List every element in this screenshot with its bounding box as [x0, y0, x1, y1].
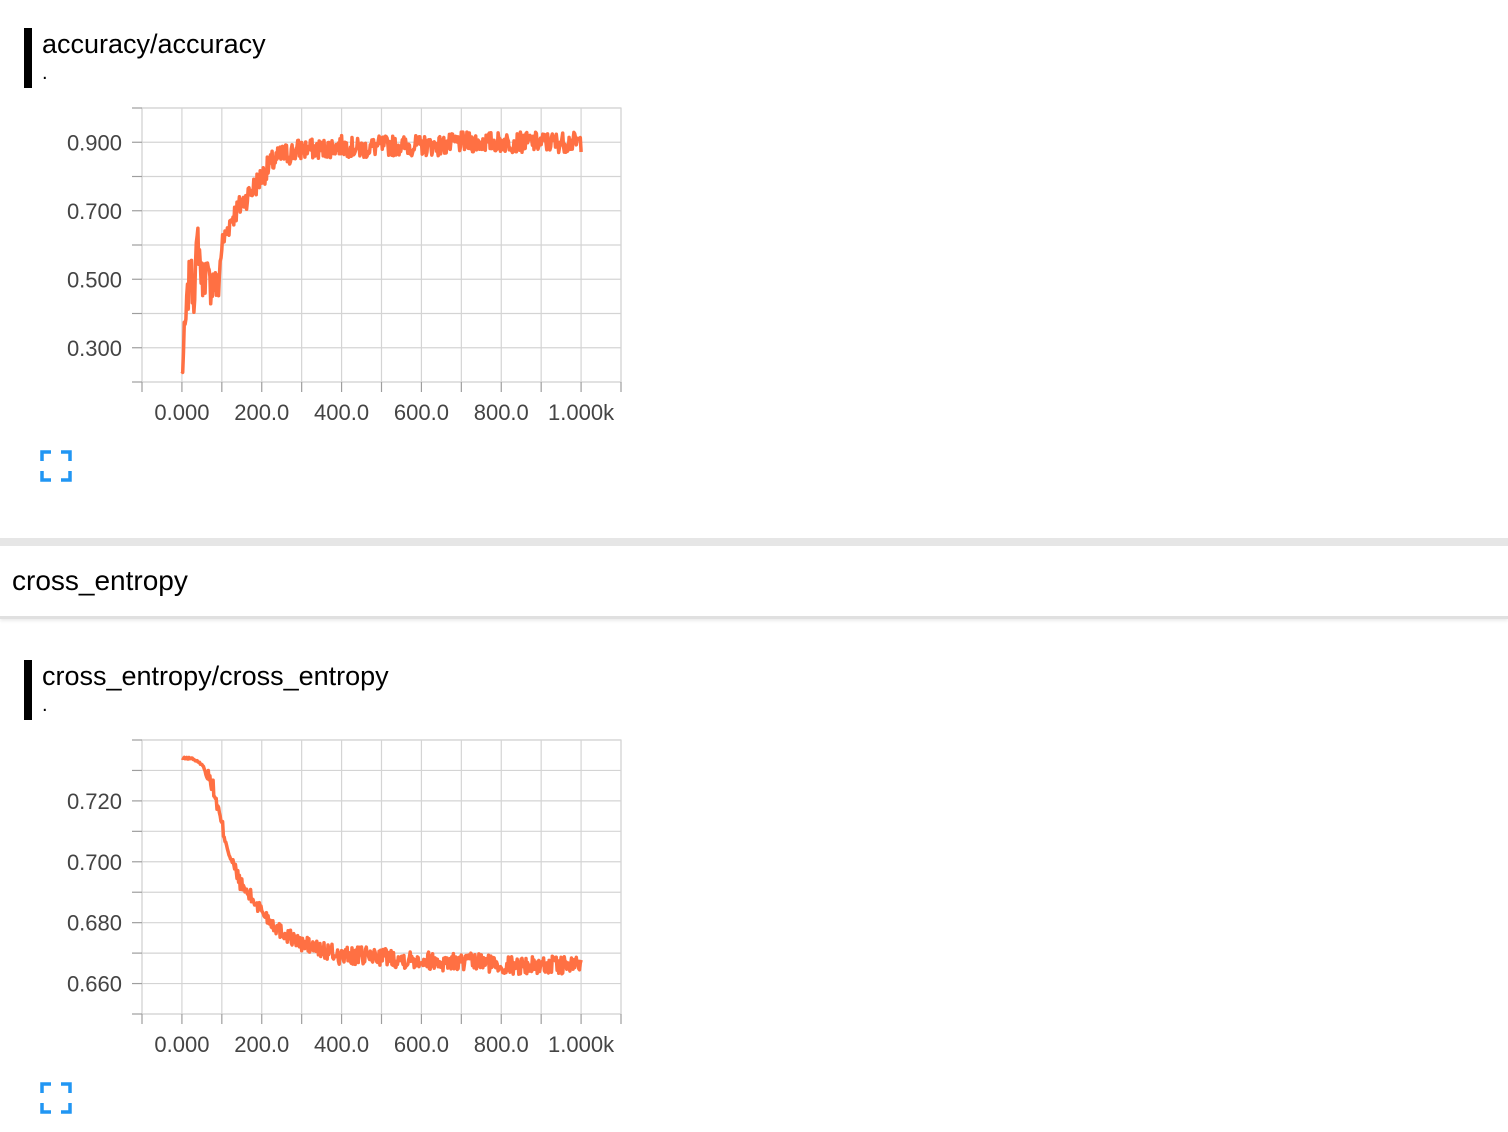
x-tick-label: 1.000k [548, 1032, 615, 1057]
card-title-bar [24, 660, 32, 720]
x-tick-label: 200.0 [234, 1032, 289, 1057]
line-chart-accuracy: 0.900 0.700 0.500 0.300 0.000 200.0 400.0 600.0… [67, 107, 622, 425]
card-subtitle: . [42, 62, 48, 84]
x-tick-label: 200.0 [234, 400, 289, 425]
line-chart-cross-entropy: 0.720 0.700 0.680 0.660 0.000 200.0 400.0 600.0… [67, 739, 622, 1057]
y-tick-label: 0.680 [67, 911, 122, 936]
fullscreen-icon [40, 1082, 72, 1114]
section-header[interactable]: cross_entropy [0, 546, 1508, 619]
fullscreen-icon [40, 450, 72, 482]
series-line [180, 755, 583, 976]
chart-card-cross-entropy: cross_entropy/cross_entropy . 0.720 0.700… [0, 620, 1508, 1132]
y-tick-label: 0.500 [67, 267, 122, 292]
x-tick-label: 600.0 [394, 400, 449, 425]
x-tick-label: 1.000k [548, 400, 615, 425]
series-line [180, 130, 583, 375]
card-title: cross_entropy/cross_entropy [42, 661, 389, 691]
x-tick-label: 400.0 [314, 1032, 369, 1057]
card-subtitle: . [42, 694, 48, 716]
section-title[interactable]: cross_entropy [12, 565, 188, 596]
x-tick-label: 0.000 [154, 1032, 209, 1057]
x-tick-label: 0.000 [154, 400, 209, 425]
x-tick-label: 600.0 [394, 1032, 449, 1057]
y-tick-label: 0.900 [67, 130, 122, 155]
expand-chart-button[interactable] [40, 450, 72, 482]
x-tick-label: 400.0 [314, 400, 369, 425]
expand-chart-button[interactable] [40, 1082, 72, 1114]
chart-card-accuracy: accuracy/accuracy . 0.900 0.700 0.500 0.300… [0, 0, 1508, 538]
card-title: accuracy/accuracy [42, 29, 266, 59]
x-tick-label: 800.0 [474, 400, 529, 425]
section-divider [0, 538, 1508, 546]
x-tick-label: 800.0 [474, 1032, 529, 1057]
y-tick-label: 0.700 [67, 199, 122, 224]
y-tick-label: 0.720 [67, 789, 122, 814]
card-title-bar [24, 28, 32, 88]
y-tick-label: 0.300 [67, 336, 122, 361]
y-tick-label: 0.660 [67, 972, 122, 997]
y-tick-label: 0.700 [67, 850, 122, 875]
